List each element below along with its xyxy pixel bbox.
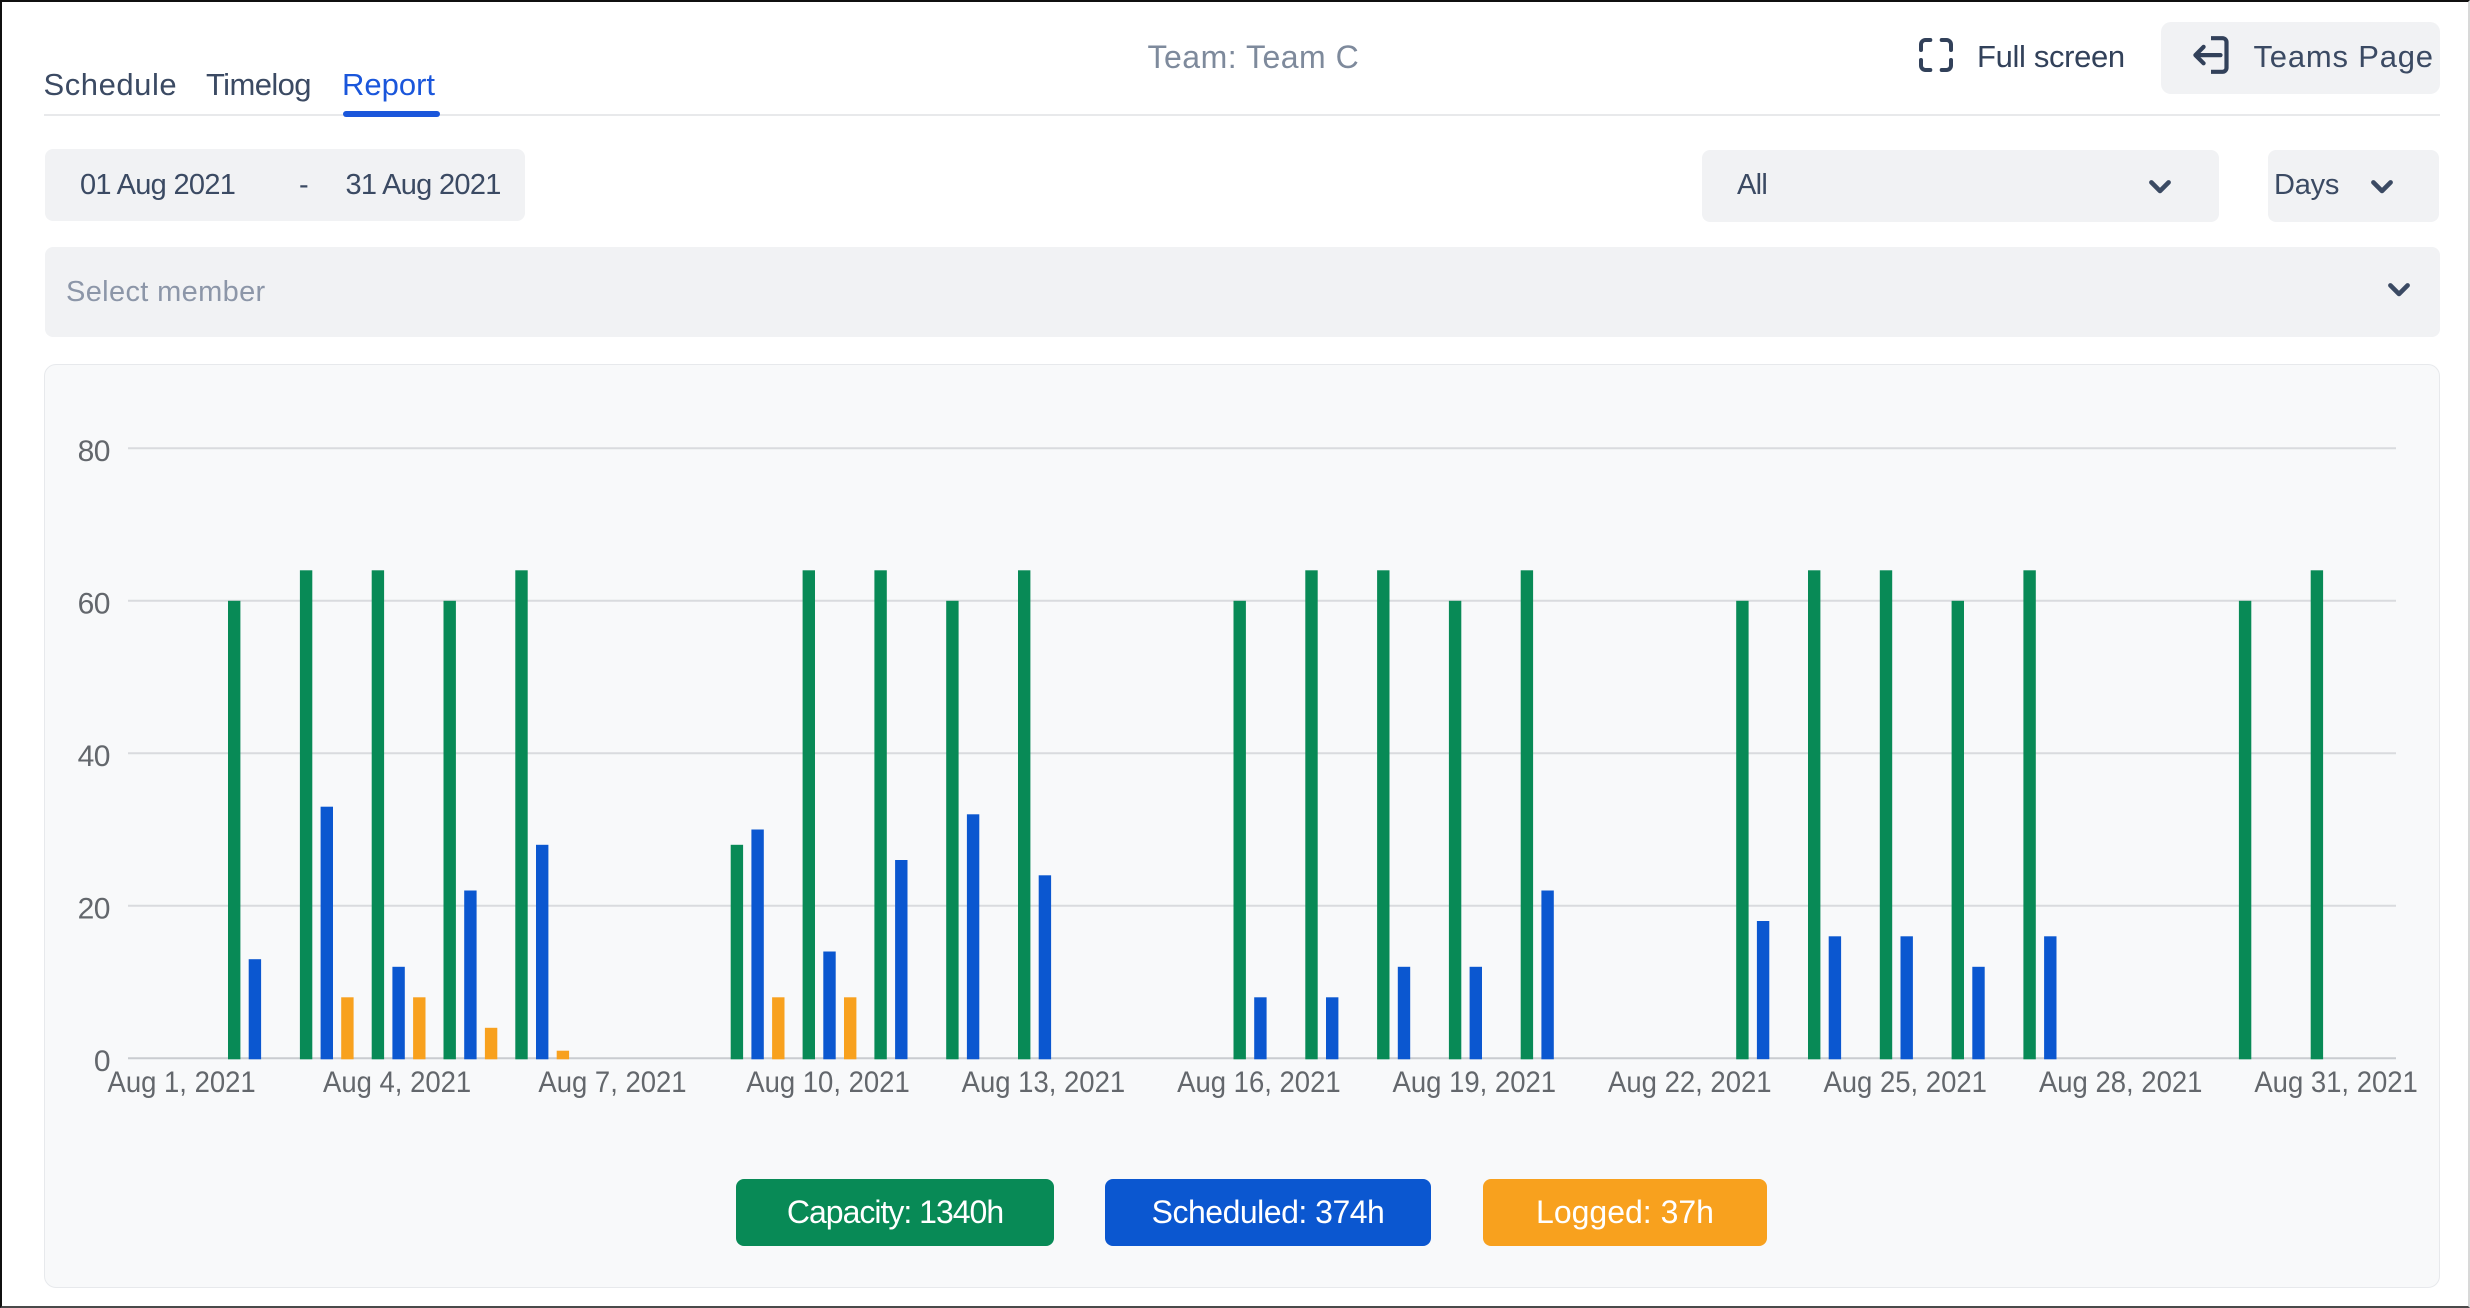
svg-text:Aug 10, 2021: Aug 10, 2021 (746, 1066, 910, 1099)
svg-text:Aug 4, 2021: Aug 4, 2021 (323, 1066, 471, 1099)
svg-text:80: 80 (78, 434, 110, 467)
svg-text:20: 20 (78, 892, 110, 925)
svg-text:0: 0 (94, 1044, 110, 1077)
svg-text:Aug 31, 2021: Aug 31, 2021 (2254, 1066, 2418, 1099)
svg-text:Aug 16, 2021: Aug 16, 2021 (1177, 1066, 1341, 1099)
svg-text:Aug 19, 2021: Aug 19, 2021 (1393, 1066, 1557, 1099)
svg-text:Aug 28, 2021: Aug 28, 2021 (2039, 1066, 2203, 1099)
svg-text:40: 40 (78, 739, 110, 772)
svg-text:Aug 22, 2021: Aug 22, 2021 (1608, 1066, 1772, 1099)
svg-text:Aug 13, 2021: Aug 13, 2021 (962, 1066, 1126, 1099)
svg-text:60: 60 (78, 587, 110, 620)
svg-text:Aug 25, 2021: Aug 25, 2021 (1823, 1066, 1987, 1099)
svg-text:Aug 7, 2021: Aug 7, 2021 (538, 1066, 686, 1099)
svg-text:Aug 1, 2021: Aug 1, 2021 (108, 1066, 256, 1099)
